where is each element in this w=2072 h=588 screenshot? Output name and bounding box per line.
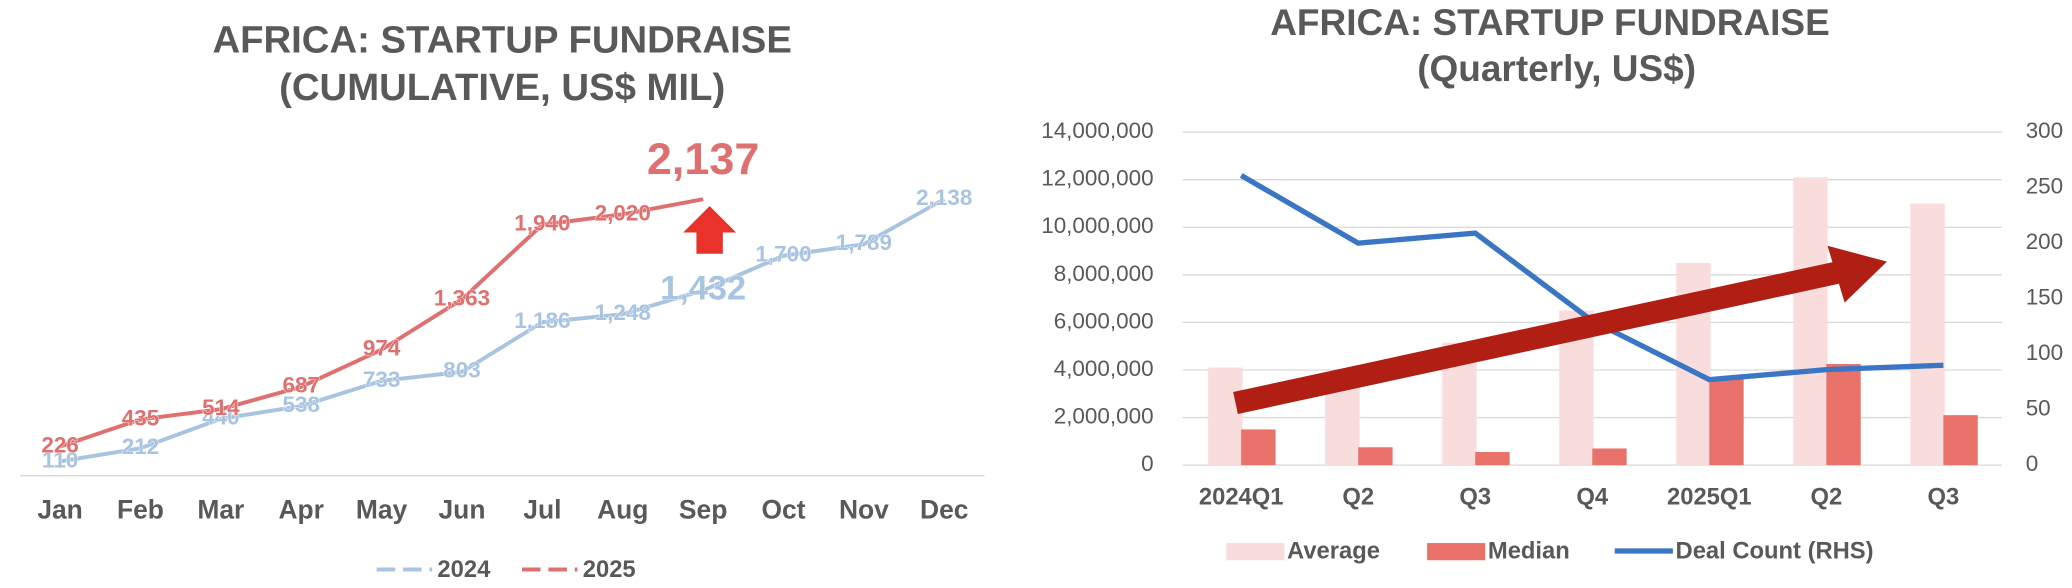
y-tick-label: 4,000,000 [1054,356,1154,381]
chart-title: (CUMULATIVE, US$ MIL) [279,66,725,109]
x-tick-label: Oct [761,494,805,524]
legend-swatch [1427,543,1486,561]
legend-label: Deal Count (RHS) [1676,538,1874,565]
y2-tick-label: 250 [2026,174,2063,199]
data-label: 974 [363,336,401,361]
data-label: 435 [122,405,159,430]
y2-tick-label: 300 [2026,118,2063,143]
legend-label: Average [1287,538,1380,565]
x-tick-label: Jan [37,494,83,524]
bar [1709,377,1744,466]
x-tick-label: Q2 [1811,483,1843,510]
x-tick-label: Aug [597,494,648,524]
data-label: 2,020 [595,200,651,225]
data-label: 2,138 [916,185,972,210]
x-tick-label: Q3 [1928,483,1960,510]
data-label: 538 [282,392,319,417]
trend-arrow [1233,261,1842,414]
y2-tick-label: 200 [2026,229,2063,254]
bar [1826,364,1861,466]
y-tick-label: 6,000,000 [1054,308,1154,333]
chart-title: AFRICA: STARTUP FUNDRAISE [1270,2,1830,43]
data-label: 803 [443,358,480,383]
data-label: 212 [122,434,159,459]
chart-title: (Quarterly, US$) [1417,48,1696,89]
y-tick-label: 10,000,000 [1041,213,1153,238]
x-tick-label: 2025Q1 [1667,483,1752,510]
y2-tick-label: 100 [2026,340,2063,365]
x-tick-label: 2024Q1 [1199,483,1284,510]
data-label: 1,789 [836,230,892,255]
bar [1793,177,1828,466]
bar [1592,448,1627,466]
bar [1358,447,1393,466]
x-tick-label: Jul [523,494,561,524]
x-tick-label: Mar [197,494,244,524]
data-label: 226 [41,432,78,457]
bar [1943,415,1978,466]
y-tick-label: 8,000,000 [1054,261,1154,286]
x-tick-label: Nov [839,494,889,524]
y-tick-label: 12,000,000 [1041,166,1153,191]
chart-title: AFRICA: STARTUP FUNDRAISE [212,18,791,61]
data-label: 733 [363,367,400,392]
data-line [59,197,704,449]
data-label: 1,432 [660,269,746,307]
y2-tick-label: 50 [2026,396,2051,421]
bar [1910,203,1945,466]
legend-label: Median [1488,538,1570,565]
x-tick-label: Sep [679,494,727,524]
x-tick-label: Apr [278,494,323,524]
bar [1475,452,1510,466]
legend-label: 2025 [583,556,636,583]
up-arrow [683,206,737,254]
data-label: 687 [282,373,319,398]
data-label: 110 [42,447,78,472]
data-line [59,197,946,464]
x-tick-label: Q2 [1342,483,1374,510]
legend-swatch [1226,543,1285,561]
data-label: 514 [202,395,240,420]
y2-tick-label: 0 [2026,451,2039,476]
legend-label: 2024 [437,556,491,583]
data-label: 1,700 [755,242,811,267]
x-tick-label: Dec [920,494,968,524]
x-tick-label: Q3 [1459,483,1491,510]
data-label: 2,137 [647,133,759,184]
x-tick-label: Jun [439,494,486,524]
data-label: 1,940 [514,211,570,236]
bar [1241,429,1276,466]
x-tick-label: May [356,494,408,524]
bar [1208,367,1243,466]
x-tick-label: Q4 [1576,483,1608,510]
data-label: 1,363 [434,285,490,310]
trend-arrow-head [1827,245,1887,303]
x-tick-label: Feb [117,494,164,524]
data-label: 1,248 [595,300,651,325]
y-tick-label: 2,000,000 [1054,403,1154,428]
y2-tick-label: 150 [2026,285,2063,310]
data-label: 1,186 [514,308,570,333]
y-tick-label: 14,000,000 [1041,118,1153,143]
y-tick-label: 0 [1141,451,1154,476]
